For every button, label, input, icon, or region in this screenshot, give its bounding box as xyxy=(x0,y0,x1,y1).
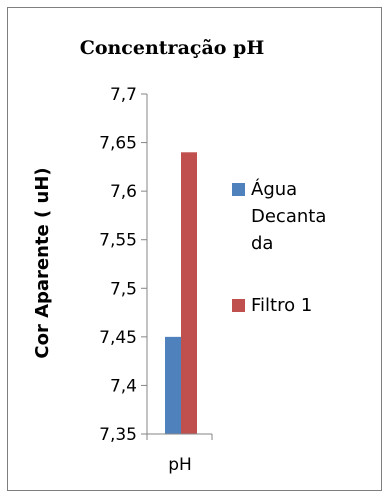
bar-2 xyxy=(181,152,197,435)
legend-swatch-2 xyxy=(232,299,245,312)
y-tick-label: 7,65 xyxy=(99,134,137,154)
legend: Água Decanta da Filtro 1 xyxy=(232,178,326,316)
y-tick-label: 7,5 xyxy=(110,279,137,299)
legend-label-2: Filtro 1 xyxy=(251,295,312,316)
y-tick-label: 7,6 xyxy=(110,182,137,202)
legend-swatch-1 xyxy=(232,183,245,196)
y-tick-label: 7,7 xyxy=(110,85,137,105)
y-tick-label: 7,35 xyxy=(99,425,137,445)
y-tick-label: 7,4 xyxy=(110,376,137,396)
y-tick-label: 7,45 xyxy=(99,328,137,348)
y-tick-label: 7,55 xyxy=(99,231,137,251)
legend-label-1: Água Decanta da xyxy=(251,178,326,254)
bar-1 xyxy=(165,336,181,434)
y-axis-title: Cor Aparente ( uH) xyxy=(32,167,53,358)
x-category-label: pH xyxy=(168,455,192,475)
chart-title: Concentração pH xyxy=(80,37,265,59)
bars-group xyxy=(165,152,197,435)
y-axis-ticks: 7,35 7,4 7,45 7,5 7,55 7,6 7,65 7,7 xyxy=(99,85,147,445)
